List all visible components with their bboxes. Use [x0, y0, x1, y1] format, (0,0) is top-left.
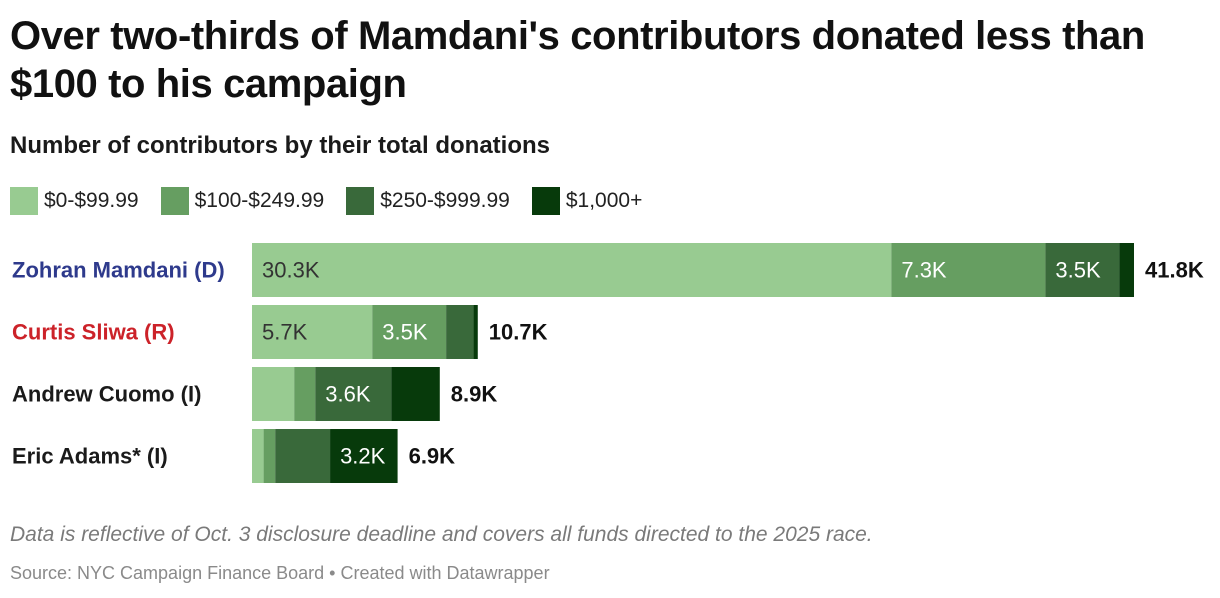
category-label: Eric Adams* (I): [12, 444, 168, 469]
legend-label: $250-$999.99: [380, 189, 510, 212]
total-label: 10.7K: [489, 320, 548, 345]
bar-segment: [473, 305, 478, 359]
bar-segment: [391, 367, 440, 421]
data-label: 3.5K: [1055, 258, 1101, 283]
bar-segment: [330, 429, 398, 483]
bar-segment: [372, 305, 447, 359]
legend-label: $0-$99.99: [44, 189, 139, 212]
bar-segment: [263, 429, 276, 483]
legend-swatch: [531, 187, 560, 215]
bar-segment: [446, 305, 474, 359]
bar-segment: [252, 243, 892, 297]
total-label: 8.9K: [451, 382, 498, 407]
category-label: Curtis Sliwa (R): [12, 320, 175, 345]
legend-swatch: [346, 187, 375, 215]
legend: $0-$99.99 $100-$249.99 $250-$999.99 $1,000+: [10, 186, 664, 216]
bar-segment: [275, 429, 331, 483]
legend-label: $1,000+: [565, 189, 643, 212]
bar-segment: [891, 243, 1046, 297]
chart-subtitle: Number of contributors by their total do…: [10, 132, 550, 159]
category-label: Zohran Mamdani (D): [12, 258, 225, 283]
category-label: Andrew Cuomo (I): [12, 382, 201, 407]
data-label: 3.6K: [325, 382, 371, 407]
chart-title: Over two-thirds of Mamdani's contributor…: [10, 14, 1145, 106]
data-label: 3.2K: [340, 444, 386, 469]
total-label: 6.9K: [409, 444, 456, 469]
chart-note: Data is reflective of Oct. 3 disclosure …: [10, 523, 873, 546]
data-label: 7.3K: [901, 258, 947, 283]
data-label: 5.7K: [262, 320, 308, 345]
bar-segment: [1119, 243, 1134, 297]
bar-segment: [252, 367, 295, 421]
legend-swatch: [10, 187, 38, 215]
chart-source: Source: NYC Campaign Finance Board • Cre…: [10, 563, 550, 583]
data-label: 30.3K: [262, 258, 320, 283]
bar-segment: [252, 429, 264, 483]
bar-segment: [294, 367, 316, 421]
legend-item-2: $250-$999.99: [346, 186, 510, 216]
bar-segment: [1045, 243, 1120, 297]
legend-label: $100-$249.99: [194, 189, 325, 212]
bar-segment: [315, 367, 392, 421]
legend-item-3: $1,000+: [531, 186, 643, 216]
stacked-bar-chart: Zohran Mamdani (D) 30.3K 7.3K 3.5K 41.8K Curt…: [12, 243, 1204, 483]
data-label: 3.5K: [382, 320, 428, 345]
legend-item-0: $0-$99.99: [10, 186, 139, 216]
legend-swatch: [160, 187, 189, 215]
bar-segment: [252, 305, 373, 359]
total-label: 41.8K: [1145, 258, 1204, 283]
legend-item-1: $100-$249.99: [160, 186, 325, 216]
